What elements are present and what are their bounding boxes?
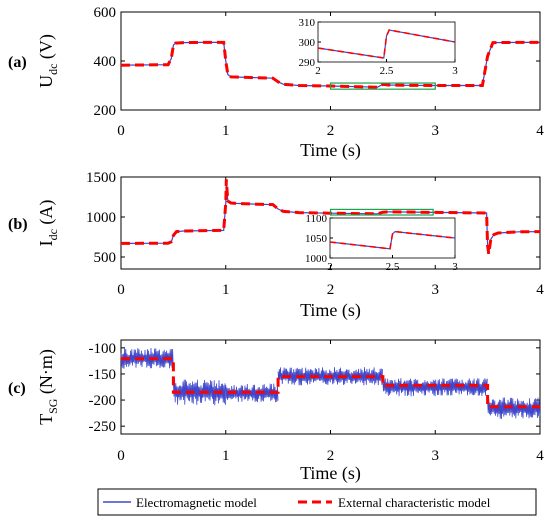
x-tick-label: 2 — [327, 123, 335, 139]
y-axis-label: Udc (V) — [36, 34, 60, 88]
legend: Electromagnetic model External characteri… — [97, 488, 537, 516]
x-tick-label: 3 — [432, 282, 440, 298]
x-tick-label: 4 — [536, 282, 544, 298]
x-tick-label: 3 — [432, 123, 440, 139]
x-tick-label: 2 — [327, 282, 335, 298]
y-axis-label-unit: (A) — [36, 200, 57, 230]
x-tick-label: 0 — [117, 448, 125, 464]
x-tick-label: 3 — [432, 448, 440, 464]
series-electromagnetic-band — [277, 367, 383, 386]
y-tick-label: -250 — [89, 419, 117, 435]
y-tick-label: 600 — [94, 5, 117, 21]
x-axis-label: Time (s) — [300, 300, 361, 321]
inset-series-external — [317, 29, 456, 59]
inset-x-tick-label: 2.5 — [386, 261, 400, 273]
panel-label: (a) — [8, 54, 27, 71]
inset-y-tick-label: 290 — [299, 57, 316, 69]
y-tick-label: 200 — [94, 103, 117, 119]
y-tick-label: 400 — [94, 54, 117, 70]
y-axis-label-main: I — [36, 240, 56, 246]
y-axis-label-main: T — [36, 414, 56, 425]
x-axis-label: Time (s) — [300, 140, 361, 161]
inset-chart: 2 2.5 3 1000 1050 1100 — [305, 213, 458, 273]
inset-y-tick-label: 300 — [299, 37, 316, 49]
y-axis-label-subscript: SG — [46, 398, 60, 414]
panel-label: (b) — [8, 216, 28, 233]
series-external-line — [120, 40, 540, 89]
y-tick-label: 1000 — [86, 210, 116, 226]
y-axis-label-main: U — [36, 75, 56, 88]
y-tick-label: 500 — [94, 250, 117, 266]
x-tick-label: 1 — [222, 282, 230, 298]
y-axis-label-unit: (V) — [36, 34, 57, 64]
series-electromagnetic-band — [382, 378, 488, 397]
y-tick-label: -100 — [89, 341, 117, 357]
legend-label-electromagnetic: Electromagnetic model — [136, 495, 257, 510]
y-axis-label: TSG (N·m) — [36, 349, 60, 425]
inset-y-tick-label: 1100 — [305, 213, 327, 225]
series-external-line — [121, 357, 540, 409]
x-tick-label: 0 — [117, 123, 125, 139]
inset-y-tick-label: 310 — [299, 17, 316, 29]
x-tick-label: 4 — [536, 448, 544, 464]
x-tick-label: 1 — [222, 448, 230, 464]
inset-x-tick-label: 2 — [327, 261, 333, 273]
inset-x-tick-label: 2.5 — [380, 65, 394, 77]
zoom-region-box — [329, 82, 436, 90]
y-axis-label-subscript: dc — [46, 229, 60, 240]
chart-panel-2: 0 1 2 3 4 500 1000 1500 (b) Idc (A) Time (s) 2 2.5 3 1… — [8, 170, 544, 321]
series-external-line — [120, 179, 541, 255]
x-tick-label: 2 — [327, 448, 335, 464]
inset-frame — [317, 21, 456, 63]
x-axis-label: Time (s) — [300, 463, 361, 484]
chart-panel-3: 0 1 2 3 4 -100 -150 -200 -250 (c) TSG (N·m) Time (s… — [8, 339, 544, 484]
inset-y-tick-label: 1050 — [305, 233, 328, 245]
legend-label-external: External characteristic model — [338, 495, 491, 510]
inset-x-tick-label: 2 — [315, 65, 321, 77]
x-tick-label: 0 — [117, 282, 125, 298]
y-tick-label: -150 — [89, 367, 117, 383]
inset-y-tick-label: 1000 — [305, 253, 328, 265]
y-axis-label-unit: (N·m) — [36, 349, 57, 398]
inset-chart: 2 2.5 3 290 300 310 — [299, 17, 459, 77]
y-tick-label: -200 — [89, 393, 117, 409]
x-tick-label: 4 — [536, 123, 544, 139]
y-axis-label: Idc (A) — [36, 200, 60, 247]
x-tick-label: 1 — [222, 123, 230, 139]
inset-x-tick-label: 3 — [452, 261, 458, 273]
zoom-region-box — [329, 208, 434, 216]
y-axis-label-subscript: dc — [46, 64, 60, 75]
y-tick-label: 1500 — [86, 170, 116, 186]
panel-label: (c) — [8, 380, 26, 397]
inset-series-external — [329, 230, 456, 250]
series-electromagnetic-band — [173, 379, 226, 406]
series-electromagnetic-band — [487, 397, 541, 420]
inset-x-tick-label: 3 — [452, 65, 458, 77]
